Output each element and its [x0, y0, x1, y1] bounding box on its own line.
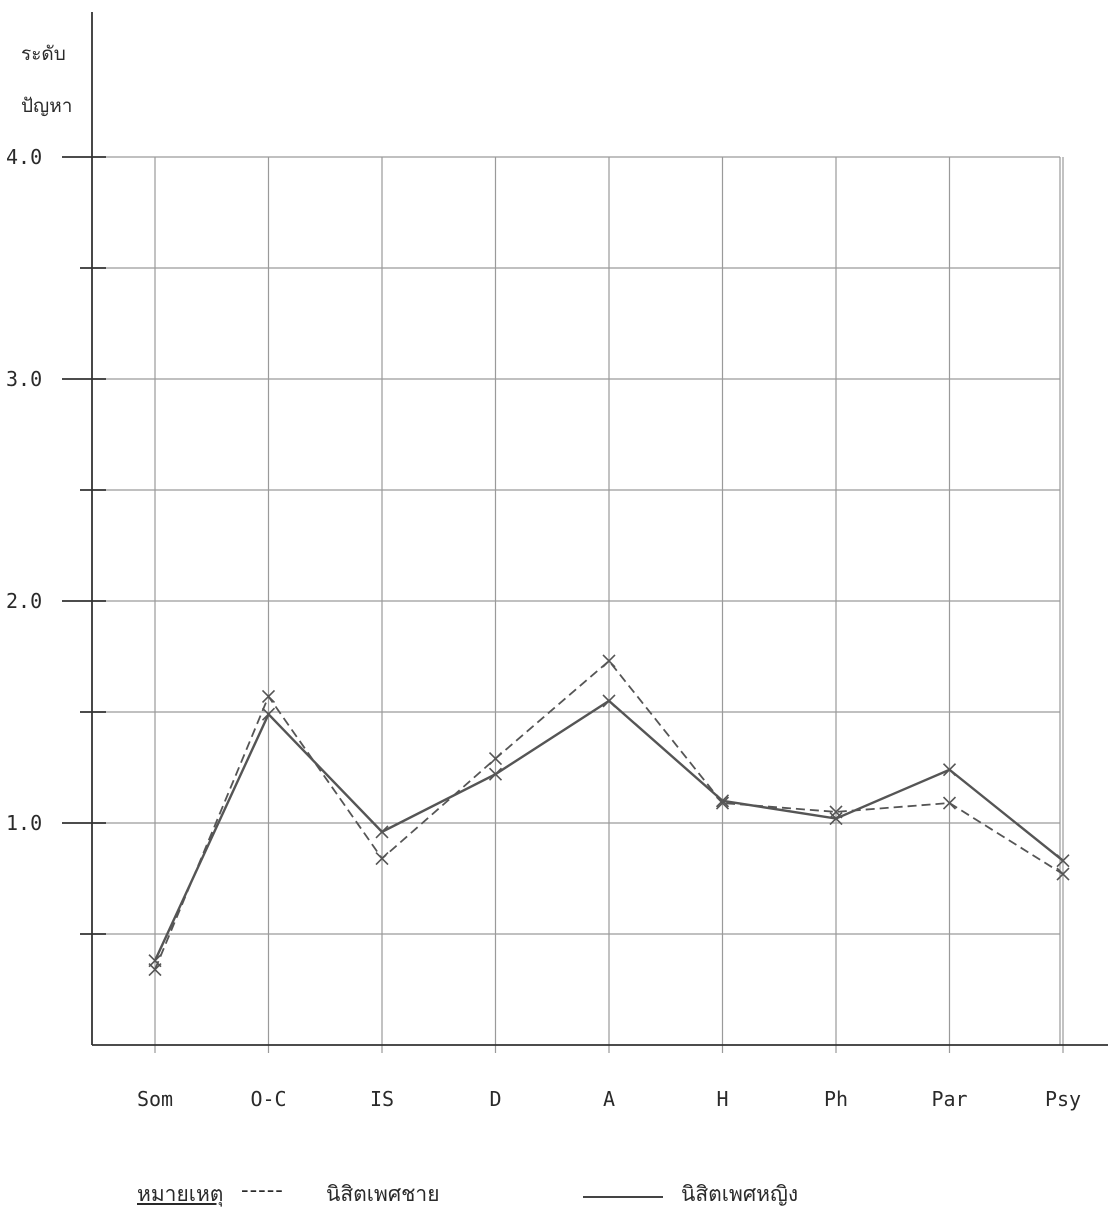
data-point-male: [488, 752, 503, 766]
data-point-female: [488, 767, 503, 781]
y-axis-label-line-2: ปัญหา: [21, 95, 72, 117]
data-point-male: [375, 851, 389, 866]
data-point-female: [715, 794, 730, 808]
data-point-male: [1056, 867, 1070, 881]
y-tick-label: 1.0: [6, 811, 42, 835]
x-tick-label: A: [603, 1087, 615, 1111]
data-point-male: [602, 654, 616, 668]
x-tick-label: H: [716, 1087, 728, 1111]
data-point-female: [942, 763, 957, 777]
legend-dashed-sample: -----: [241, 1178, 284, 1202]
axes: [62, 12, 1108, 1046]
y-tick-label: 2.0: [6, 589, 42, 613]
legend-solid-sample: [583, 1196, 663, 1198]
data-point-female: [829, 811, 843, 826]
y-tick-label: 3.0: [6, 367, 42, 391]
data-point-female: [1056, 854, 1070, 868]
x-tick-label: Psy: [1045, 1087, 1081, 1111]
data-point-female: [375, 825, 389, 839]
x-tick-label: D: [489, 1087, 501, 1111]
y-tick-label: 4.0: [6, 145, 42, 169]
data-point-male: [942, 796, 957, 810]
data-point-male: [261, 689, 276, 704]
x-tick-label: Som: [137, 1087, 173, 1111]
legend-male-label: นิสิตเพศชาย: [326, 1182, 440, 1206]
data-point-male: [715, 796, 730, 810]
legend: หมายเหตุ ----- นิสิตเพศชาย นิสิตเพศหญิง: [0, 1178, 1111, 1218]
data-point-female: [148, 954, 162, 968]
legend-title: หมายเหตุ: [137, 1182, 224, 1206]
series-line-male: [154, 659, 1064, 970]
x-tick-label: IS: [370, 1087, 394, 1111]
data-point-female: [602, 694, 616, 708]
x-tick-label: O-C: [250, 1087, 286, 1111]
data-point-female: [261, 707, 276, 721]
y-axis-label-line-1: ระดับ: [21, 43, 66, 65]
legend-female-label: นิสิตเพศหญิง: [681, 1182, 799, 1206]
x-tick-label: Ph: [824, 1087, 848, 1111]
tick-labels: 4.0 3.0 2.0 1.0 Som O-C IS D A H Ph Par Psy: [6, 145, 1081, 1111]
series-lines: [148, 654, 1070, 977]
gridlines: [92, 156, 1064, 1053]
x-tick-label: Par: [931, 1087, 967, 1111]
